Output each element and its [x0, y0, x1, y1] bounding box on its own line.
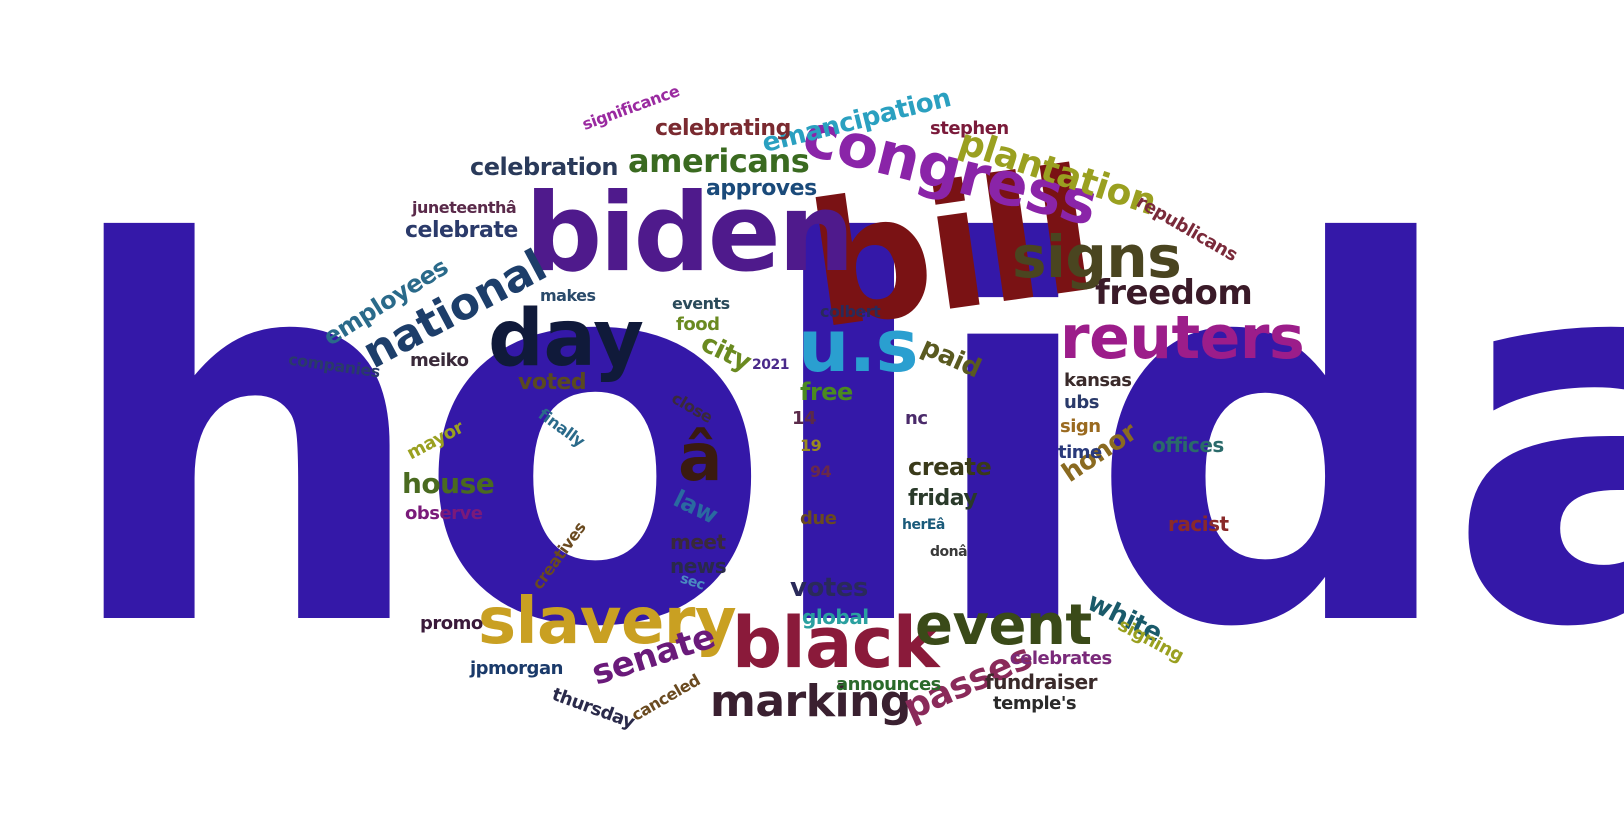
word-celebrate: celebrate [405, 218, 518, 243]
word-14: 14 [792, 408, 817, 429]
word-temples: temple's [993, 693, 1077, 714]
word-announces: announces [836, 674, 941, 695]
word-nc: nc [905, 408, 928, 429]
word-2021: 2021 [752, 357, 789, 373]
word-observe: observe [405, 503, 483, 524]
word-due: due [800, 508, 837, 529]
word-holiday: holiday [60, 135, 1624, 741]
word-fundraiser: fundraiser [985, 670, 1098, 694]
word-day: day [488, 294, 644, 384]
word-celebration: celebration [470, 153, 619, 181]
word-u-s: u.s [798, 304, 918, 388]
word-jpmorgan: jpmorgan [470, 658, 563, 679]
word-voted: voted [518, 370, 587, 395]
word-black: black [732, 602, 939, 684]
word-events: events [672, 294, 730, 313]
word-freedom: freedom [1095, 273, 1253, 313]
word-promo: promo [420, 613, 483, 634]
word-food: food [676, 314, 720, 335]
word-time: time [1058, 442, 1102, 463]
word-event: event [915, 593, 1092, 658]
word-signs: signs [1012, 223, 1182, 291]
word-reuters: reuters [1060, 303, 1305, 373]
word-friday: friday [908, 486, 978, 511]
word-votes: votes [790, 573, 868, 603]
word-a-circumflex: â [678, 419, 723, 496]
word-ubs: ubs [1064, 392, 1099, 413]
word-biden: biden [525, 171, 855, 296]
word-here: herEâ [902, 517, 945, 533]
word-celebrates: celebrates [1010, 648, 1112, 669]
word-house: house [402, 467, 495, 500]
word-makes: makes [540, 286, 596, 305]
word-free: free [800, 378, 853, 406]
word-meiko: meiko [410, 350, 469, 371]
word-slavery: slavery [478, 585, 737, 659]
word-create: create [908, 453, 992, 481]
word-meet: meet [670, 530, 726, 554]
word-global: global [802, 605, 869, 629]
word-offices: offices [1152, 433, 1224, 457]
word-approves: approves [706, 176, 817, 201]
word-sign: sign [1060, 416, 1101, 437]
word-marking: marking [710, 676, 911, 727]
word-dona: donâ [930, 544, 968, 560]
word-colbert: colbert [820, 302, 881, 321]
word-juneteenth: juneteenthâ [412, 198, 517, 217]
word-racist: racist [1168, 512, 1229, 536]
word-americans: americans [628, 142, 810, 180]
word-celebrating: celebrating [655, 116, 791, 141]
word-kansas: kansas [1064, 370, 1132, 391]
word-19: 19 [800, 436, 822, 455]
word-stephen: stephen [930, 118, 1009, 139]
word-94: 94 [810, 462, 832, 481]
word-news: news [670, 554, 727, 578]
